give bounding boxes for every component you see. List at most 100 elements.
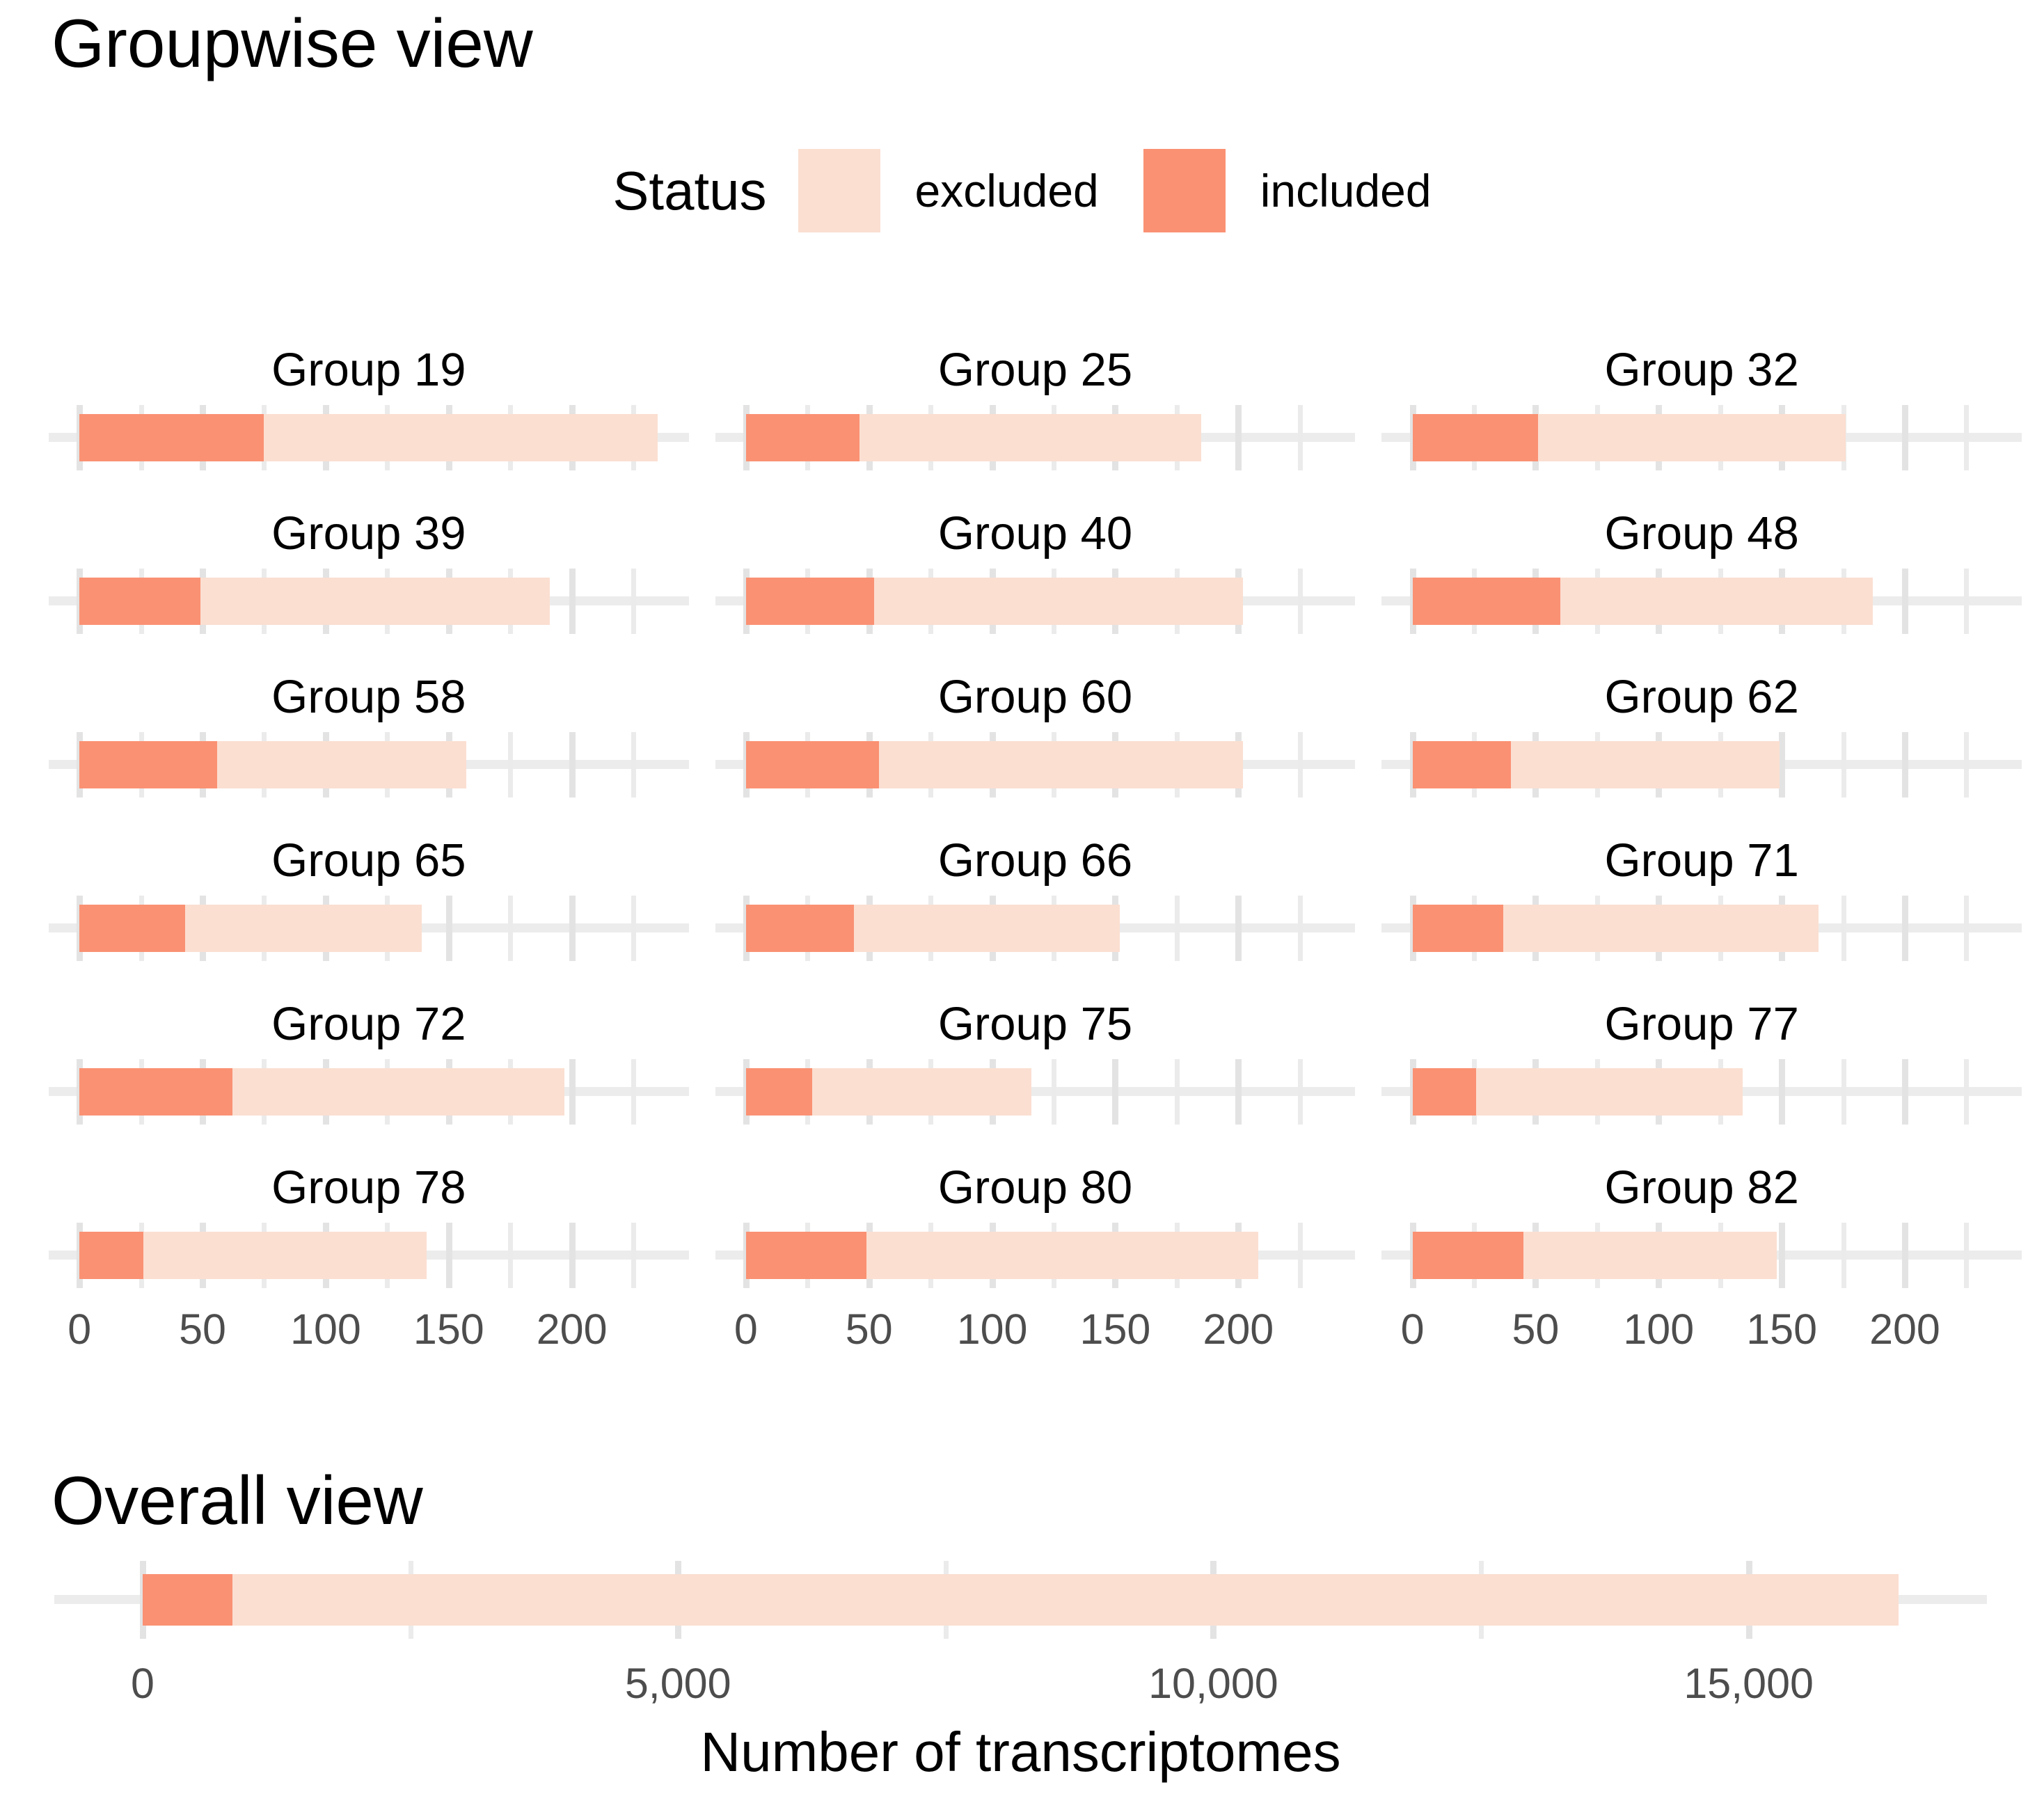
bar-excluded-segment: [143, 1232, 427, 1279]
stacked-bar: [1412, 1232, 1777, 1279]
groupwise-title: Groupwise view: [52, 5, 533, 81]
x-axis-labels: 0 50 100 150 200: [1381, 1305, 2022, 1355]
facet: Group 75: [715, 997, 1356, 1125]
legend: Status excluded included: [0, 148, 2044, 234]
gridline-vertical: [1964, 405, 1970, 470]
gridline-vertical: [1297, 732, 1303, 797]
facet-panel: [49, 732, 689, 797]
facet-title: Group 25: [937, 344, 1133, 396]
facet-title: Group 80: [937, 1161, 1133, 1214]
x-axis-tick-label: 50: [845, 1305, 893, 1353]
facet-panel: [1381, 732, 2022, 797]
bar-excluded-segment: [217, 741, 466, 788]
x-axis-tick-label: 0: [1400, 1305, 1425, 1353]
stacked-bar: [1412, 578, 1873, 625]
bar-excluded-segment: [859, 414, 1202, 461]
x-axis-labels: 0 50 100 150 200: [715, 1305, 1356, 1355]
facet-panel: [49, 569, 689, 634]
legend-label-included: included: [1260, 165, 1432, 216]
gridline-vertical: [1901, 896, 1908, 961]
gridline-vertical: [1901, 1059, 1908, 1125]
gridline-vertical: [1964, 569, 1970, 634]
x-axis-labels: 0 50 100 150 200: [49, 1305, 689, 1355]
bar-included-segment: [79, 578, 200, 625]
gridline-vertical: [1901, 1223, 1908, 1288]
facet-title: Group 48: [1604, 507, 1799, 559]
bar-excluded-segment: [232, 1574, 1899, 1626]
facet-title: Group 66: [937, 834, 1133, 887]
gridline-vertical: [1964, 1223, 1970, 1288]
bar-excluded-segment: [854, 905, 1120, 952]
gridline-vertical: [1841, 732, 1846, 797]
overall-panel: [54, 1561, 1987, 1639]
bar-excluded-segment: [1511, 741, 1780, 788]
bar-excluded-segment: [873, 578, 1244, 625]
stacked-bar: [745, 905, 1120, 952]
facet-panel: [715, 405, 1356, 470]
stacked-bar: [745, 578, 1244, 625]
gridline-vertical: [445, 896, 452, 961]
bar-excluded-segment: [812, 1068, 1032, 1116]
gridline-vertical: [569, 732, 576, 797]
gridline-vertical: [1779, 732, 1786, 797]
gridline-vertical: [569, 896, 576, 961]
gridline-vertical: [631, 896, 637, 961]
facet-panel: [1381, 896, 2022, 961]
bar-included-segment: [79, 1068, 232, 1116]
facet-title: Group 32: [1604, 344, 1799, 396]
gridline-vertical: [1964, 1059, 1970, 1125]
gridline-vertical: [1841, 1059, 1846, 1125]
facet: Group 62: [1381, 669, 2022, 797]
facet-title: Group 62: [1604, 671, 1799, 723]
facet: Group 60: [715, 669, 1356, 797]
bar-included-segment: [79, 1232, 144, 1279]
gridline-vertical: [445, 1223, 452, 1288]
bar-included-segment: [1412, 905, 1504, 952]
bar-included-segment: [79, 741, 218, 788]
x-axis-tick-label: 50: [1512, 1305, 1560, 1353]
x-axis-tick-label: 200: [1869, 1305, 1940, 1353]
gridline-vertical: [1052, 1059, 1057, 1125]
stacked-bar: [1412, 1068, 1743, 1116]
x-axis-tick-label: 200: [1203, 1305, 1274, 1353]
stacked-bar: [79, 1232, 427, 1279]
x-axis-tick-label: 5,000: [624, 1660, 731, 1707]
stacked-bar: [1412, 414, 1846, 461]
x-axis-tick-label: 15,000: [1683, 1660, 1814, 1707]
bar-included-segment: [1412, 578, 1560, 625]
gridline-vertical: [508, 896, 514, 961]
x-axis-tick-label: 0: [68, 1305, 92, 1353]
bar-included-segment: [745, 1232, 867, 1279]
facet-panel: [1381, 1059, 2022, 1125]
bar-excluded-segment: [1476, 1068, 1743, 1116]
gridline-vertical: [1901, 405, 1908, 470]
facet-panel: [1381, 1223, 2022, 1288]
bar-excluded-segment: [878, 741, 1244, 788]
facet-title: Group 75: [937, 998, 1133, 1050]
bar-excluded-segment: [1560, 578, 1873, 625]
facet-panel: [49, 1223, 689, 1288]
facet: Group 32: [1381, 342, 2022, 470]
gridline-vertical: [631, 569, 637, 634]
gridline-vertical: [1841, 1223, 1846, 1288]
facet: Group 65: [49, 833, 689, 961]
bar-excluded-segment: [1537, 414, 1846, 461]
stacked-bar: [745, 1068, 1032, 1116]
facet: Group 80 0 50 100 150 200: [715, 1160, 1356, 1353]
bar-excluded-segment: [185, 905, 422, 952]
bar-excluded-segment: [200, 578, 550, 625]
stacked-bar: [1412, 905, 1819, 952]
gridline-vertical: [1235, 896, 1242, 961]
bar-excluded-segment: [264, 414, 658, 461]
x-axis-tick-label: 100: [1623, 1305, 1695, 1353]
stacked-bar: [79, 578, 550, 625]
x-axis-tick-label: 150: [1079, 1305, 1151, 1353]
x-axis-tick-label: 50: [179, 1305, 226, 1353]
facet-grid: Group 19 Group 25 Group 32 Group 39 Grou…: [49, 342, 2022, 1353]
gridline-vertical: [631, 1223, 637, 1288]
stacked-bar: [745, 414, 1202, 461]
facet-panel: [1381, 405, 2022, 470]
gridline-vertical: [1297, 405, 1303, 470]
facet-panel: [715, 732, 1356, 797]
facet-title: Group 65: [271, 834, 466, 887]
